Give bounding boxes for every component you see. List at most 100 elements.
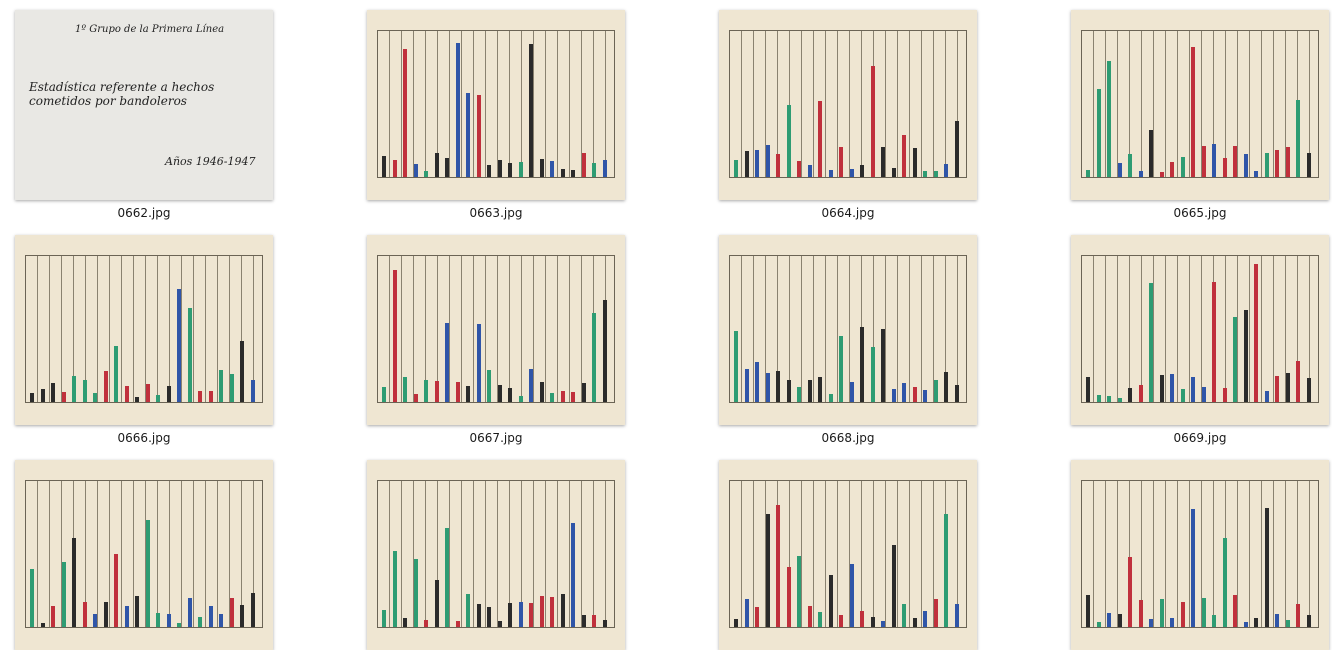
file-name[interactable]: 0669.jpg bbox=[1173, 431, 1227, 445]
bar bbox=[571, 523, 575, 627]
bar bbox=[250, 593, 255, 627]
bar bbox=[912, 617, 917, 627]
bar bbox=[187, 598, 192, 627]
file-name[interactable]: 0666.jpg bbox=[117, 431, 171, 445]
bar bbox=[581, 383, 586, 402]
bar bbox=[1306, 153, 1311, 177]
bar bbox=[1086, 595, 1090, 627]
bar bbox=[786, 379, 791, 402]
bar bbox=[466, 92, 470, 177]
bar bbox=[392, 550, 397, 627]
bar bbox=[382, 609, 386, 627]
chart-thumbnail[interactable] bbox=[1071, 235, 1329, 425]
bar bbox=[933, 599, 938, 627]
bar bbox=[1212, 615, 1216, 627]
bar bbox=[1180, 157, 1185, 177]
bar bbox=[818, 376, 822, 402]
bar bbox=[776, 370, 780, 402]
bar bbox=[114, 345, 118, 402]
bar bbox=[744, 598, 749, 627]
bar bbox=[413, 164, 418, 177]
bar bbox=[424, 379, 428, 402]
bar bbox=[1201, 386, 1206, 402]
bar bbox=[755, 606, 759, 627]
file-name[interactable]: 0663.jpg bbox=[469, 206, 523, 220]
bar bbox=[1222, 387, 1227, 402]
bar bbox=[592, 163, 596, 177]
bar bbox=[902, 382, 906, 402]
bar bbox=[602, 159, 607, 177]
bar bbox=[592, 614, 596, 627]
bar bbox=[1306, 378, 1311, 402]
bar bbox=[1264, 153, 1269, 177]
bar bbox=[560, 593, 565, 627]
bar bbox=[1212, 144, 1216, 177]
bar bbox=[518, 162, 523, 177]
bar bbox=[72, 537, 76, 627]
bar bbox=[539, 381, 544, 402]
bar bbox=[839, 146, 843, 177]
bar bbox=[797, 386, 801, 402]
chart-thumbnail[interactable] bbox=[15, 460, 273, 650]
bar bbox=[891, 388, 896, 402]
file-name[interactable]: 0662.jpg bbox=[117, 206, 171, 220]
bar bbox=[1243, 310, 1248, 402]
file-name[interactable]: 0667.jpg bbox=[469, 431, 523, 445]
file-name[interactable]: 0668.jpg bbox=[821, 431, 875, 445]
bar bbox=[156, 394, 160, 402]
bar bbox=[455, 43, 460, 177]
bar bbox=[476, 95, 481, 177]
bar bbox=[744, 369, 749, 402]
bar bbox=[392, 159, 397, 177]
cover-heading: 1º Grupo de la Primera Línea bbox=[75, 24, 225, 35]
chart-frame bbox=[729, 30, 967, 178]
bar bbox=[807, 380, 812, 402]
bar bbox=[403, 376, 407, 402]
bar bbox=[933, 379, 938, 402]
bar bbox=[734, 618, 738, 627]
bar bbox=[124, 385, 129, 402]
bar bbox=[82, 601, 87, 627]
bar bbox=[923, 610, 927, 627]
bar bbox=[818, 101, 822, 177]
chart-thumbnail[interactable] bbox=[1071, 10, 1329, 200]
bar bbox=[550, 160, 554, 177]
bar bbox=[944, 372, 948, 402]
cover-thumbnail[interactable]: 1º Grupo de la Primera Línea Estadística … bbox=[15, 10, 273, 200]
bar bbox=[849, 564, 854, 627]
chart-thumbnail[interactable] bbox=[367, 10, 625, 200]
bar bbox=[870, 66, 875, 177]
bar bbox=[849, 169, 854, 177]
bar bbox=[466, 594, 470, 627]
chart-thumbnail[interactable] bbox=[15, 235, 273, 425]
bar bbox=[1117, 614, 1122, 627]
bar bbox=[1107, 61, 1111, 177]
bar bbox=[755, 150, 759, 177]
bar bbox=[744, 150, 749, 177]
bar bbox=[592, 313, 596, 402]
file-name[interactable]: 0665.jpg bbox=[1173, 206, 1227, 220]
bar bbox=[560, 390, 565, 402]
bar bbox=[198, 616, 202, 627]
chart-thumbnail[interactable] bbox=[367, 235, 625, 425]
bar bbox=[529, 603, 533, 627]
bar bbox=[1264, 390, 1269, 402]
bar bbox=[1138, 170, 1143, 177]
bar bbox=[1149, 619, 1153, 627]
chart-thumbnail[interactable] bbox=[719, 460, 977, 650]
chart-thumbnail[interactable] bbox=[367, 460, 625, 650]
chart-thumbnail[interactable] bbox=[1071, 460, 1329, 650]
bar bbox=[1212, 282, 1216, 402]
bar bbox=[518, 601, 523, 627]
chart-thumbnail[interactable] bbox=[719, 10, 977, 200]
bar bbox=[581, 615, 586, 627]
bar bbox=[145, 519, 150, 627]
bar bbox=[828, 394, 833, 402]
file-name[interactable]: 0664.jpg bbox=[821, 206, 875, 220]
chart-frame bbox=[377, 255, 615, 403]
bar bbox=[166, 386, 171, 402]
bar bbox=[124, 605, 129, 627]
bar bbox=[1117, 162, 1122, 177]
bar bbox=[1159, 375, 1164, 402]
chart-thumbnail[interactable] bbox=[719, 235, 977, 425]
